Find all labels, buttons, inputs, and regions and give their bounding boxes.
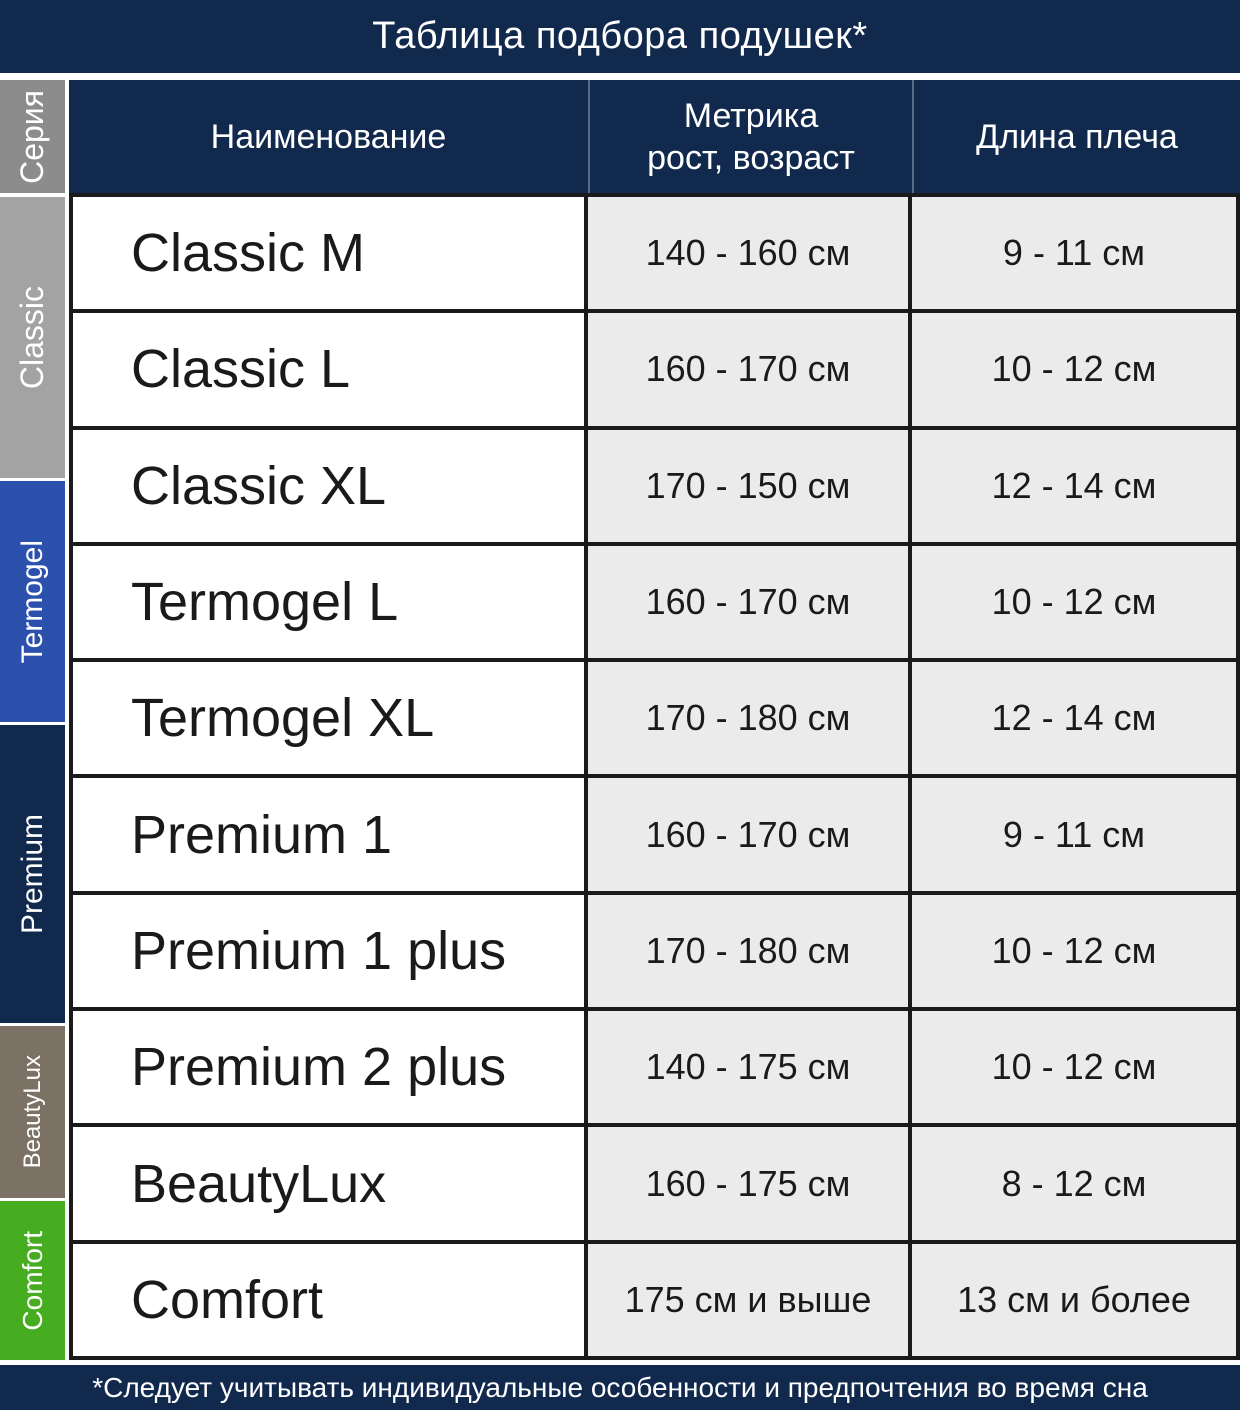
- metric-cell: 140 - 160 см: [588, 197, 912, 310]
- series-section-label: Premium: [15, 813, 49, 934]
- table-row: Premium 1 plus 170 - 180 см 10 - 12 см: [73, 890, 1236, 1008]
- name-cell: Classic M: [73, 197, 588, 310]
- series-section-premium: Premium: [0, 725, 65, 1023]
- metric-cell: 160 - 175 см: [588, 1127, 912, 1240]
- series-section-label: BeautyLux: [18, 1055, 46, 1169]
- name-cell: Termogel XL: [73, 662, 588, 775]
- footnote-bar: *Следует учитывать индивидуальные особен…: [0, 1365, 1240, 1410]
- table-row: Termogel XL 170 - 180 см 12 - 14 см: [73, 658, 1236, 775]
- column-header-name-label: Наименование: [210, 117, 447, 156]
- shoulder-cell: 10 - 12 см: [912, 1011, 1236, 1124]
- footnote-text: *Следует учитывать индивидуальные особен…: [92, 1371, 1148, 1403]
- shoulder-cell: 9 - 11 см: [912, 778, 1236, 891]
- table-header-row: Наименование Метрика рост, возраст Длина…: [69, 80, 1240, 193]
- series-section-label: Classic: [14, 285, 50, 389]
- metric-cell: 170 - 180 см: [588, 662, 912, 775]
- shoulder-cell: 12 - 14 см: [912, 429, 1236, 542]
- table-row: Classic XL 170 - 150 см 12 - 14 см: [73, 425, 1236, 542]
- column-header-shoulder-label: Длина плеча: [976, 117, 1178, 156]
- shoulder-cell: 10 - 12 см: [912, 894, 1236, 1008]
- series-rail: Серия Classic Termogel Premium BeautyLux…: [0, 80, 65, 1360]
- table-title: Таблица подбора подушек*: [372, 15, 868, 57]
- metric-cell: 160 - 170 см: [588, 545, 912, 659]
- table-body: Classic M 140 - 160 см 9 - 11 см Classic…: [69, 193, 1240, 1360]
- shoulder-cell: 13 см и более: [912, 1243, 1236, 1356]
- series-rail-sections: Classic Termogel Premium BeautyLux Comfo…: [0, 197, 65, 1360]
- name-cell: Comfort: [73, 1243, 588, 1356]
- table-row: Premium 1 160 - 170 см 9 - 11 см: [73, 774, 1236, 891]
- series-section-label: Comfort: [16, 1230, 48, 1331]
- table-row: BeautyLux 160 - 175 см 8 - 12 см: [73, 1123, 1236, 1240]
- table-row: Classic L 160 - 170 см 10 - 12 см: [73, 309, 1236, 426]
- name-cell: Premium 1: [73, 778, 588, 891]
- table-title-bar: Таблица подбора подушек*: [0, 0, 1240, 73]
- shoulder-cell: 12 - 14 см: [912, 662, 1236, 775]
- series-section-label: Termogel: [15, 539, 49, 664]
- shoulder-cell: 8 - 12 см: [912, 1127, 1236, 1240]
- shoulder-cell: 10 - 12 см: [912, 545, 1236, 659]
- name-cell: Premium 1 plus: [73, 894, 588, 1008]
- selection-table: Наименование Метрика рост, возраст Длина…: [69, 80, 1240, 1360]
- shoulder-cell: 9 - 11 см: [912, 197, 1236, 310]
- column-header-metric: Метрика рост, возраст: [588, 80, 912, 193]
- series-column-header-label: Серия: [14, 89, 50, 184]
- series-section-comfort: Comfort: [0, 1201, 65, 1360]
- column-header-metric-line2: рост, возраст: [647, 138, 855, 177]
- name-cell: Classic L: [73, 313, 588, 426]
- table-row: Classic M 140 - 160 см 9 - 11 см: [73, 197, 1236, 310]
- name-cell: Classic XL: [73, 429, 588, 542]
- metric-cell: 175 см и выше: [588, 1243, 912, 1356]
- metric-cell: 140 - 175 см: [588, 1011, 912, 1124]
- column-header-metric-line1: Метрика: [683, 96, 819, 135]
- table-row: Premium 2 plus 140 - 175 см 10 - 12 см: [73, 1007, 1236, 1124]
- name-cell: BeautyLux: [73, 1127, 588, 1240]
- series-section-classic: Classic: [0, 197, 65, 478]
- name-cell: Termogel L: [73, 545, 588, 659]
- series-section-beautylux: BeautyLux: [0, 1025, 65, 1199]
- table-row: Comfort 175 см и выше 13 см и более: [73, 1239, 1236, 1356]
- metric-cell: 160 - 170 см: [588, 778, 912, 891]
- metric-cell: 160 - 170 см: [588, 313, 912, 426]
- column-header-name: Наименование: [69, 80, 588, 193]
- table-row: Termogel L 160 - 170 см 10 - 12 см: [73, 541, 1236, 659]
- name-cell: Premium 2 plus: [73, 1011, 588, 1124]
- metric-cell: 170 - 180 см: [588, 894, 912, 1008]
- series-section-termogel: Termogel: [0, 480, 65, 723]
- shoulder-cell: 10 - 12 см: [912, 313, 1236, 426]
- series-column-header: Серия: [0, 80, 65, 193]
- column-header-shoulder: Длина плеча: [912, 80, 1240, 193]
- metric-cell: 170 - 150 см: [588, 429, 912, 542]
